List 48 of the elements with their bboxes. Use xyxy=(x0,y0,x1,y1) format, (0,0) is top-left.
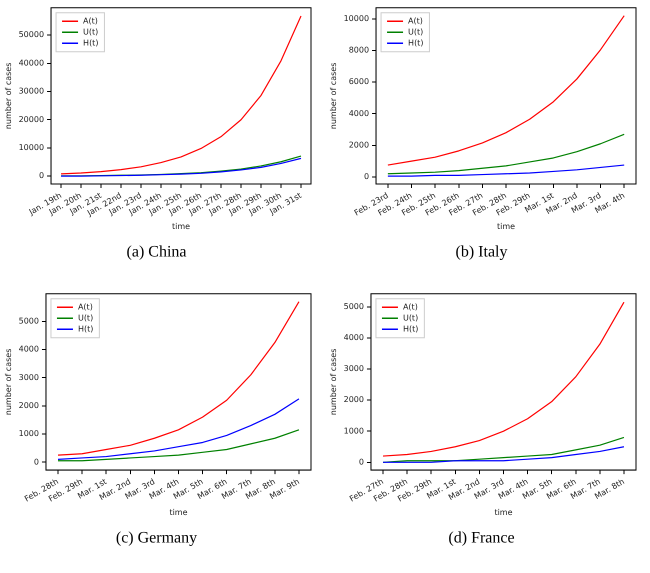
y-axis-title: number of cases xyxy=(328,62,338,130)
y-axis-title: number of cases xyxy=(4,62,13,130)
legend-label: H(t) xyxy=(78,324,94,334)
text: (c) Germany xyxy=(116,530,198,547)
y-tick-label: 3000 xyxy=(18,372,39,382)
y-tick-label: 4000 xyxy=(18,344,39,354)
legend-label: U(t) xyxy=(78,313,94,322)
legend-label: A(t) xyxy=(78,302,93,312)
text: (a) China xyxy=(126,244,186,261)
legend-label: H(t) xyxy=(83,38,98,48)
y-tick-label: 5000 xyxy=(344,302,364,311)
y-tick-label: 0 xyxy=(358,457,364,466)
y-tick-label: 2000 xyxy=(344,395,364,404)
y-tick-label: 10000 xyxy=(344,14,370,23)
x-axis-title: time xyxy=(494,508,513,518)
y-tick-label: 1000 xyxy=(344,426,364,436)
y-tick-label: 6000 xyxy=(348,77,370,86)
y-tick-label: 0 xyxy=(34,457,39,466)
y-tick-label: 3000 xyxy=(344,364,364,374)
legend-label: A(t) xyxy=(408,16,423,26)
legend-label: H(t) xyxy=(408,38,424,48)
x-axis-title: time xyxy=(172,222,190,232)
text: (d) France xyxy=(448,530,515,547)
y-tick-label: 8000 xyxy=(348,46,370,55)
legend-label: H(t) xyxy=(402,324,418,334)
y-tick-label: 30000 xyxy=(18,86,44,96)
legend-label: A(t) xyxy=(402,302,418,312)
y-tick-label: 0 xyxy=(38,171,44,180)
y-tick-label: 10000 xyxy=(18,143,44,152)
text: (b) Italy xyxy=(456,244,508,261)
y-tick-label: 5000 xyxy=(18,316,39,326)
y-tick-label: 0 xyxy=(364,172,370,182)
y-tick-label: 4000 xyxy=(344,333,364,342)
y-tick-label: 2000 xyxy=(348,140,370,150)
legend-label: U(t) xyxy=(408,27,424,36)
y-tick-label: 40000 xyxy=(18,58,44,68)
y-axis-title: number of cases xyxy=(4,348,13,416)
x-axis-title: time xyxy=(169,508,188,518)
legend-label: A(t) xyxy=(83,16,98,26)
y-tick-label: 4000 xyxy=(348,108,370,118)
y-axis-title: number of cases xyxy=(328,348,338,416)
y-tick-label: 20000 xyxy=(18,114,44,124)
y-tick-label: 1000 xyxy=(18,429,39,438)
legend-label: U(t) xyxy=(402,313,418,322)
y-tick-label: 50000 xyxy=(18,30,44,40)
y-tick-label: 2000 xyxy=(18,400,39,410)
legend-label: U(t) xyxy=(83,27,98,36)
x-axis-title: time xyxy=(496,222,516,232)
